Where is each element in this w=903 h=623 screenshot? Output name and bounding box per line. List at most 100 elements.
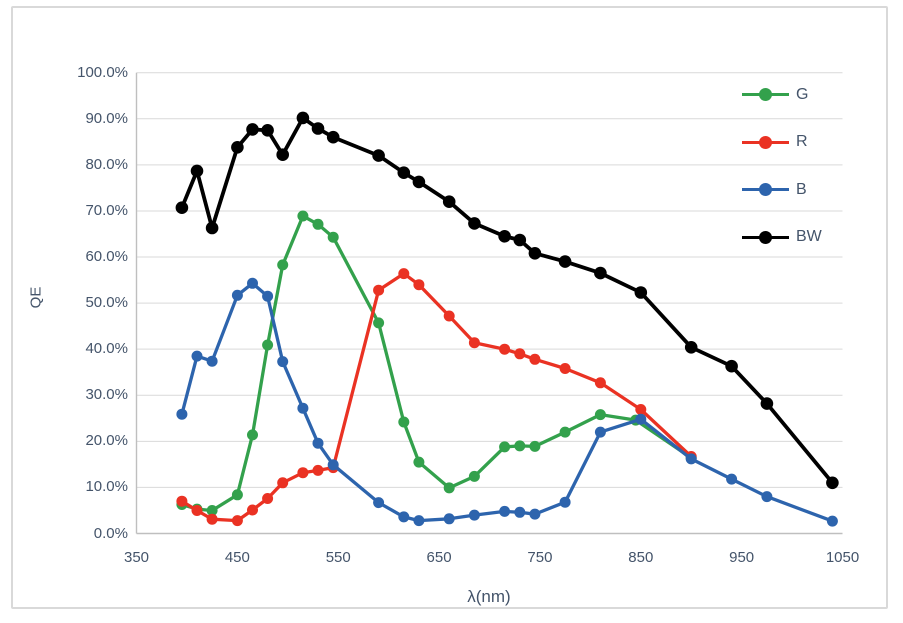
marker-b bbox=[262, 290, 274, 302]
marker-b bbox=[176, 408, 188, 420]
marker-g bbox=[594, 409, 606, 421]
marker-bw bbox=[594, 266, 607, 280]
x-tick-label: 550 bbox=[325, 549, 351, 566]
marker-b bbox=[761, 491, 773, 503]
marker-r bbox=[413, 279, 425, 291]
legend-label-b: B bbox=[796, 180, 807, 198]
marker-bw bbox=[684, 341, 698, 354]
marker-bw bbox=[372, 149, 385, 162]
marker-r bbox=[559, 363, 571, 374]
marker-bw bbox=[760, 397, 774, 410]
marker-b bbox=[468, 509, 480, 521]
marker-b bbox=[826, 515, 838, 527]
marker-bw bbox=[326, 130, 340, 144]
marker-b bbox=[413, 515, 425, 527]
marker-r bbox=[297, 467, 309, 479]
series-line-r bbox=[180, 271, 693, 523]
y-tick-label: 100.0% bbox=[77, 63, 128, 81]
legend-swatch-b bbox=[742, 183, 789, 197]
marker-b bbox=[559, 496, 571, 508]
x-tick-label: 450 bbox=[224, 549, 250, 566]
y-axis-title: QE bbox=[27, 286, 45, 309]
marker-bw bbox=[175, 201, 189, 214]
legend-item-bw: BW bbox=[742, 214, 852, 262]
marker-g bbox=[413, 456, 425, 468]
marker-bw bbox=[246, 123, 259, 136]
marker-b bbox=[373, 497, 385, 509]
marker-b bbox=[499, 505, 511, 517]
marker-bw bbox=[261, 124, 274, 137]
marker-bw bbox=[725, 359, 738, 373]
marker-g bbox=[262, 339, 274, 351]
marker-g bbox=[559, 426, 571, 438]
legend-marker-dot-bw bbox=[759, 230, 772, 244]
legend-swatch-bw bbox=[742, 230, 789, 244]
marker-g bbox=[247, 429, 258, 441]
marker-bw bbox=[826, 476, 839, 490]
marker-b bbox=[529, 508, 541, 520]
legend-item-g: G bbox=[742, 71, 852, 119]
marker-b bbox=[231, 289, 243, 301]
y-tick-label: 20.0% bbox=[85, 432, 128, 450]
marker-bw bbox=[205, 221, 219, 235]
marker-r bbox=[277, 477, 289, 489]
marker-r bbox=[635, 404, 647, 415]
marker-g bbox=[277, 259, 289, 271]
marker-r bbox=[529, 353, 541, 365]
marker-b bbox=[297, 402, 309, 414]
marker-b bbox=[191, 350, 203, 362]
marker-r bbox=[594, 377, 606, 389]
marker-r bbox=[231, 515, 243, 527]
legend-item-b: B bbox=[742, 166, 852, 214]
marker-g bbox=[468, 470, 480, 482]
marker-b bbox=[514, 506, 526, 518]
marker-r bbox=[247, 504, 258, 516]
marker-bw bbox=[231, 141, 244, 154]
marker-g bbox=[231, 489, 243, 501]
y-tick-label: 70.0% bbox=[85, 201, 128, 219]
x-tick-label: 1050 bbox=[825, 549, 860, 566]
marker-r bbox=[499, 343, 511, 355]
marker-g bbox=[327, 231, 339, 243]
marker-b bbox=[312, 437, 324, 449]
marker-g bbox=[443, 482, 455, 494]
y-tick-label: 90.0% bbox=[85, 109, 128, 127]
marker-b bbox=[594, 426, 606, 438]
series-line-g bbox=[180, 214, 693, 513]
marker-r bbox=[262, 493, 274, 504]
marker-r bbox=[398, 268, 410, 280]
chart-frame bbox=[11, 6, 888, 609]
marker-bw bbox=[296, 111, 310, 125]
marker-b bbox=[247, 277, 258, 289]
marker-r bbox=[443, 310, 455, 322]
marker-bw bbox=[513, 233, 527, 247]
marker-r bbox=[373, 284, 385, 296]
marker-b bbox=[398, 511, 410, 523]
marker-g bbox=[206, 505, 218, 516]
y-tick-label: 80.0% bbox=[85, 155, 128, 173]
legend-label-g: G bbox=[796, 85, 809, 103]
marker-b bbox=[277, 356, 289, 368]
marker-b bbox=[206, 355, 218, 367]
marker-bw bbox=[528, 247, 542, 260]
marker-g bbox=[398, 416, 410, 428]
marker-g bbox=[529, 440, 541, 452]
legend-swatch-g bbox=[742, 88, 789, 102]
x-tick-label: 350 bbox=[123, 549, 150, 566]
marker-b bbox=[443, 513, 455, 525]
marker-b bbox=[327, 459, 339, 471]
y-tick-label: 40.0% bbox=[85, 340, 128, 358]
marker-g bbox=[499, 441, 511, 453]
marker-bw bbox=[276, 148, 290, 161]
marker-bw bbox=[634, 286, 648, 299]
marker-r bbox=[176, 495, 188, 507]
legend-label-bw: BW bbox=[796, 228, 822, 246]
legend-marker-dot-r bbox=[759, 135, 772, 149]
marker-bw bbox=[190, 164, 204, 178]
marker-r bbox=[514, 348, 526, 360]
x-axis-title: λ(nm) bbox=[467, 587, 511, 606]
legend-item-r: R bbox=[742, 119, 852, 167]
marker-bw bbox=[397, 166, 411, 179]
marker-g bbox=[312, 218, 324, 230]
